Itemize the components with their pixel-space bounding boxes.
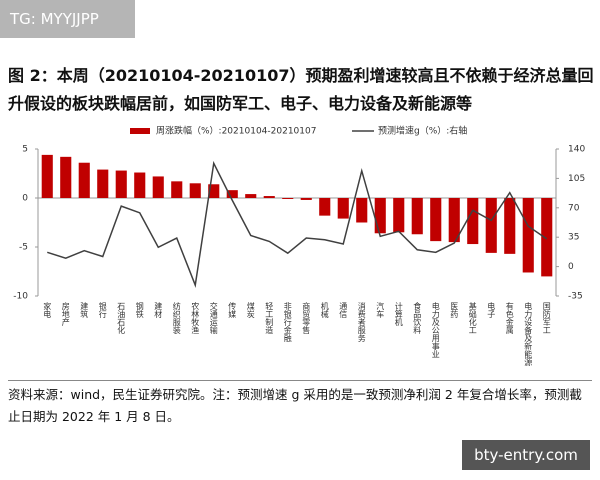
x-tick-label: 电力及公用事业 — [431, 301, 440, 358]
bar — [171, 181, 183, 198]
bar — [115, 170, 127, 198]
line — [47, 160, 548, 288]
x-tick-label: 电力设备及新能源 — [524, 301, 533, 367]
bar — [319, 198, 331, 216]
bar — [448, 198, 460, 243]
bar — [393, 198, 405, 233]
y-tick-label: -5 — [19, 243, 28, 253]
y2-tick-label: 0 — [568, 262, 574, 272]
x-tick-label: 国防军工 — [542, 302, 551, 334]
x-tick-label: 有色金属 — [505, 301, 514, 335]
bar — [134, 172, 146, 198]
bar — [337, 198, 349, 219]
bar — [374, 198, 386, 234]
x-tick-label: 建材 — [154, 301, 163, 318]
y2-tick-label: 70 — [568, 203, 580, 213]
bar — [60, 156, 72, 198]
x-tick-label: 计算机 — [394, 301, 403, 327]
separator — [8, 380, 592, 381]
x-tick-label: 纺织服装 — [172, 301, 181, 335]
x-tick-label: 消费者服务 — [357, 301, 366, 343]
bar — [78, 162, 90, 198]
x-tick-label: 煤炭 — [246, 301, 255, 319]
y-tick-label: 0 — [22, 194, 28, 204]
x-tick-label: 汽车 — [376, 301, 385, 319]
y-tick-label: -10 — [13, 292, 28, 302]
x-tick-label: 建筑 — [80, 301, 89, 319]
bar — [226, 190, 238, 198]
figure-title: 图 2：本周（20210104-20210107）预期盈利增速较高且不依赖于经济… — [8, 66, 594, 113]
x-tick-label: 钢铁 — [135, 301, 144, 319]
bar — [245, 194, 257, 198]
x-tick-label: 非银行金融 — [283, 301, 292, 343]
bar — [411, 198, 423, 235]
x-tick-label: 通信 — [339, 301, 348, 319]
legend-swatch — [130, 128, 150, 134]
x-tick-label: 银行 — [98, 301, 107, 319]
chart: 5 0 -5 -10 140 105 70 35 0 -35 家电 房地产 建筑 银行 石油石化 钢铁 建材 纺织… — [13, 125, 585, 368]
x-tick-label: 石油石化 — [117, 302, 126, 335]
bar — [97, 169, 109, 198]
bar — [430, 198, 442, 242]
x-tick-label: 机械 — [320, 301, 329, 319]
x-tick-label: 传媒 — [228, 301, 237, 319]
bar — [208, 184, 220, 198]
legend-label: 周涨跌幅（%）:20210104-20210107 — [156, 125, 316, 137]
bar — [485, 198, 497, 253]
x-tick-label: 房地产 — [61, 301, 70, 327]
bar — [504, 198, 516, 254]
bar — [263, 196, 275, 198]
bar — [41, 154, 53, 198]
x-tick-label: 农林牧渔 — [191, 301, 200, 334]
y2-tick-label: 140 — [568, 145, 585, 155]
x-tick-label: 家电 — [43, 301, 52, 318]
bar — [541, 198, 553, 277]
x-tick-label: 医药 — [450, 302, 459, 319]
bar — [300, 198, 312, 200]
bar — [522, 198, 534, 273]
watermark: TG: MYYJJPP — [0, 0, 135, 38]
x-tick-label: 轻工制造 — [265, 301, 274, 335]
y2-tick-label: 105 — [568, 174, 585, 184]
source-note: 资料来源：wind，民生证券研究院。注：预测增速 g 采用的是一致预测净利润 2… — [8, 387, 582, 424]
bar — [189, 183, 201, 198]
y2-tick-label: 35 — [568, 233, 579, 243]
bar — [467, 198, 479, 245]
bar — [282, 198, 294, 199]
x-tick-label: 电子 — [487, 301, 496, 318]
x-tick-label: 基础化工 — [468, 301, 477, 334]
legend-label: 预测增速g（%）:右轴 — [378, 125, 467, 137]
y-tick-label: 5 — [22, 145, 28, 155]
x-tick-label: 商贸零售 — [302, 301, 311, 335]
x-tick-label: 食品饮料 — [413, 301, 422, 335]
bar — [356, 198, 368, 223]
watermark: bty-entry.com — [462, 440, 590, 470]
y2-tick-label: -35 — [568, 292, 583, 302]
bar — [152, 176, 164, 198]
x-tick-label: 交通运输 — [209, 301, 218, 335]
